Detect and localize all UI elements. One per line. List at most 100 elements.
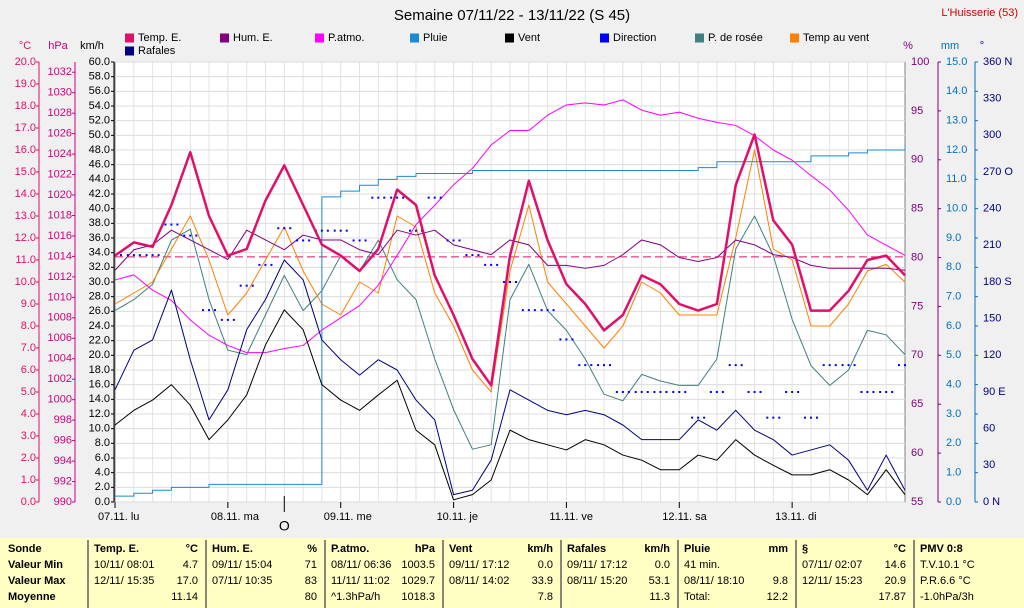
direction-dot — [904, 364, 906, 367]
cell-right: 80 — [305, 591, 317, 603]
direction-dot — [709, 391, 712, 393]
cell-right: 83 — [305, 575, 317, 587]
direction-dot — [565, 338, 568, 341]
y-tick-label: 60.0 — [89, 56, 110, 68]
row-label: Valeur Max — [8, 575, 66, 587]
y-tick-label: 90 — [911, 154, 923, 166]
direction-dot — [546, 309, 549, 312]
direction-dot — [320, 229, 323, 232]
x-tick-label: 12.11. sa — [662, 511, 707, 523]
direction-dot — [753, 391, 756, 393]
cell-left: 08/11/ 18:10 — [684, 575, 744, 587]
direction-dot — [672, 391, 675, 393]
cell-right: 33.9 — [532, 575, 553, 587]
legend-label: Pluie — [423, 32, 447, 44]
direction-dot — [803, 416, 806, 419]
direction-dot — [446, 239, 449, 242]
x-tick-label: 11.11. ve — [549, 511, 593, 523]
column-unit: mm — [768, 543, 788, 555]
direction-dot — [740, 364, 743, 367]
y-tick-label: 60 — [983, 423, 995, 435]
direction-dot — [853, 364, 856, 367]
series-line — [114, 309, 906, 501]
direction-dot — [251, 284, 254, 287]
cell-left: 08/11/ 14:02 — [449, 575, 509, 587]
y-tick-label: 240 — [983, 203, 1001, 215]
column-unit: km/h — [644, 543, 670, 555]
x-tick-label: 13.11. di — [775, 511, 816, 523]
y-tick-label: 58.0 — [89, 71, 110, 83]
y-tick-label: 95 — [911, 105, 923, 117]
y-tick-label: 4.0 — [21, 408, 36, 420]
y-tick-label: 52.0 — [89, 115, 110, 127]
y-tick-label: 270 O — [983, 166, 1013, 178]
direction-dot — [834, 364, 837, 367]
y-tick-label: 1026 — [48, 128, 72, 140]
row-label: Valeur Min — [8, 559, 63, 571]
y-tick-label: 5.0 — [21, 386, 36, 398]
column-name: Rafales — [567, 543, 606, 555]
direction-dot — [496, 263, 499, 266]
cell-right: 0.0 — [655, 559, 670, 571]
y-tick-label: 90 E — [983, 386, 1006, 398]
y-tick-label: 180 S — [983, 276, 1012, 288]
y-tick-label: 75 — [911, 300, 923, 312]
legend-swatch — [315, 33, 324, 43]
y-tick-label: 65 — [911, 398, 923, 410]
direction-dot — [151, 254, 154, 257]
direction-dot — [239, 284, 242, 287]
direction-dot — [847, 364, 850, 367]
direction-dot — [452, 239, 455, 242]
cell-left: ^1.3hPa/h — [331, 591, 380, 603]
direction-dot — [358, 239, 361, 242]
direction-dot — [734, 364, 737, 367]
y-tick-label: 3.0 — [946, 408, 961, 420]
direction-dot — [377, 196, 380, 199]
direction-dot — [578, 364, 581, 367]
y-tick-label: 1028 — [48, 107, 72, 119]
y-tick-label: 20.0 — [89, 349, 110, 361]
direction-dot — [866, 391, 869, 393]
direction-dot — [277, 227, 280, 230]
direction-dot — [270, 263, 273, 266]
direction-dot — [515, 281, 517, 283]
y-tick-label: 120 — [983, 349, 1001, 361]
y-tick-label: 1022 — [48, 168, 72, 180]
y-tick-label: 5.0 — [946, 349, 961, 361]
x-tick-label: 09.11. me — [324, 511, 372, 523]
y-tick-label: 16.0 — [89, 379, 110, 391]
y-tick-label: 9.0 — [21, 298, 36, 310]
x-tick-label: 07.11. lu — [98, 511, 139, 523]
direction-dot — [120, 254, 122, 257]
y-tick-label: 10.0 — [946, 203, 967, 215]
y-tick-label: 85 — [911, 203, 923, 215]
y-tick-label: 1030 — [48, 87, 72, 99]
direction-dot — [822, 364, 825, 367]
y-tick-label: 18.0 — [15, 100, 36, 112]
axis-unit: hPa — [48, 40, 68, 52]
y-tick-label: 4.0 — [95, 467, 110, 479]
direction-dot — [521, 309, 524, 312]
direction-dot — [885, 391, 888, 393]
y-tick-label: 38.0 — [89, 217, 110, 229]
y-tick-label: 0 N — [983, 496, 1000, 508]
direction-dot — [326, 229, 329, 232]
cell-right: 71 — [305, 559, 317, 571]
y-tick-label: 2.0 — [946, 437, 961, 449]
y-tick-label: 4.0 — [946, 379, 961, 391]
direction-dot — [183, 234, 186, 237]
direction-dot — [691, 416, 694, 419]
y-tick-label: 34.0 — [89, 247, 110, 259]
y-tick-label: 996 — [54, 435, 72, 447]
y-tick-label: 1008 — [48, 312, 72, 324]
cell-right: 17.87 — [878, 591, 906, 603]
y-tick-label: 9.0 — [946, 232, 961, 244]
y-tick-label: 1006 — [48, 332, 72, 344]
direction-dot — [715, 391, 718, 393]
direction-dot — [202, 309, 205, 312]
direction-dot — [195, 234, 198, 237]
series-line — [114, 133, 906, 387]
cell-left: P.R.6.6 °C — [920, 575, 971, 587]
direction-dot — [170, 223, 173, 226]
direction-dot — [465, 254, 468, 257]
